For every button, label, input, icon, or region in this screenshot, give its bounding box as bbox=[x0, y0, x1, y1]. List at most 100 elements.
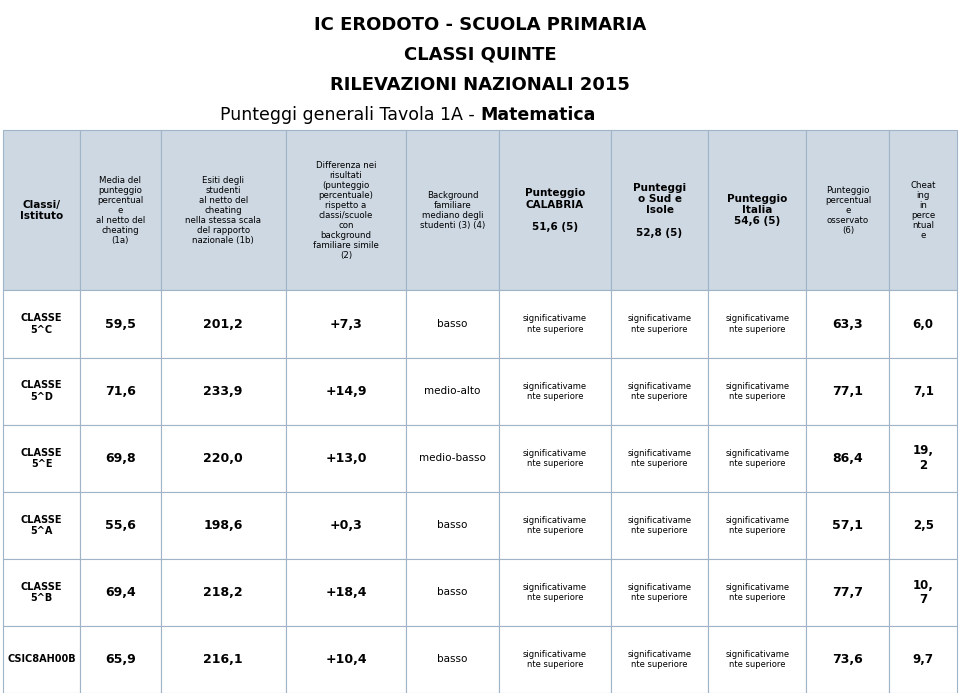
Text: significativame
nte superiore: significativame nte superiore bbox=[628, 382, 691, 401]
Bar bbox=[406, 290, 499, 358]
Text: CLASSE
5^A: CLASSE 5^A bbox=[21, 515, 62, 536]
Text: 6,0: 6,0 bbox=[913, 317, 934, 331]
Bar bbox=[611, 290, 708, 358]
Text: 63,3: 63,3 bbox=[832, 317, 863, 331]
Bar bbox=[160, 559, 286, 626]
Bar bbox=[611, 358, 708, 425]
Bar bbox=[81, 290, 160, 358]
Bar bbox=[3, 492, 81, 559]
Text: Background
familiare
mediano degli
studenti (3) (4): Background familiare mediano degli stude… bbox=[420, 191, 485, 230]
Bar bbox=[286, 358, 406, 425]
Text: +0,3: +0,3 bbox=[329, 519, 362, 532]
Bar bbox=[160, 626, 286, 693]
Text: CLASSE
5^B: CLASSE 5^B bbox=[21, 581, 62, 603]
Bar bbox=[81, 358, 160, 425]
Bar bbox=[499, 492, 611, 559]
Bar bbox=[406, 358, 499, 425]
Text: 77,7: 77,7 bbox=[832, 586, 863, 599]
Text: significativame
nte superiore: significativame nte superiore bbox=[628, 448, 691, 468]
Bar bbox=[499, 425, 611, 492]
Bar bbox=[81, 130, 160, 290]
Text: Esiti degli
studenti
al netto del
cheating
nella stessa scala
del rapporto
nazio: Esiti degli studenti al netto del cheati… bbox=[185, 175, 261, 245]
Text: +7,3: +7,3 bbox=[329, 317, 362, 331]
Text: 77,1: 77,1 bbox=[832, 385, 863, 398]
Bar bbox=[499, 559, 611, 626]
Bar bbox=[806, 559, 890, 626]
Bar bbox=[406, 559, 499, 626]
Text: 9,7: 9,7 bbox=[913, 653, 934, 666]
Text: significativame
nte superiore: significativame nte superiore bbox=[628, 650, 691, 669]
Text: 198,6: 198,6 bbox=[204, 519, 243, 532]
Bar bbox=[406, 626, 499, 693]
Bar bbox=[81, 559, 160, 626]
Text: Punteggi
o Sud e
Isole

52,8 (5): Punteggi o Sud e Isole 52,8 (5) bbox=[633, 183, 686, 238]
Text: 7,1: 7,1 bbox=[913, 385, 934, 398]
Bar bbox=[708, 130, 806, 290]
Bar bbox=[708, 492, 806, 559]
Text: significativame
nte superiore: significativame nte superiore bbox=[628, 315, 691, 333]
Bar bbox=[286, 130, 406, 290]
Text: 69,4: 69,4 bbox=[105, 586, 135, 599]
Text: +13,0: +13,0 bbox=[325, 452, 367, 465]
Bar bbox=[890, 559, 957, 626]
Text: basso: basso bbox=[438, 319, 468, 329]
Bar bbox=[286, 290, 406, 358]
Text: significativame
nte superiore: significativame nte superiore bbox=[523, 382, 587, 401]
Bar bbox=[499, 626, 611, 693]
Bar bbox=[3, 290, 81, 358]
Text: 69,8: 69,8 bbox=[105, 452, 135, 465]
Text: significativame
nte superiore: significativame nte superiore bbox=[726, 516, 789, 535]
Bar bbox=[406, 492, 499, 559]
Bar bbox=[3, 559, 81, 626]
Bar bbox=[806, 290, 890, 358]
Text: Cheat
ing
in
perce
ntual
e: Cheat ing in perce ntual e bbox=[910, 181, 936, 240]
Text: +14,9: +14,9 bbox=[325, 385, 367, 398]
Text: RILEVAZIONI NAZIONALI 2015: RILEVAZIONI NAZIONALI 2015 bbox=[330, 76, 630, 94]
Text: significativame
nte superiore: significativame nte superiore bbox=[726, 448, 789, 468]
Text: 218,2: 218,2 bbox=[204, 586, 243, 599]
Text: IC ERODOTO - SCUOLA PRIMARIA: IC ERODOTO - SCUOLA PRIMARIA bbox=[314, 16, 646, 34]
Bar bbox=[708, 358, 806, 425]
Bar bbox=[806, 358, 890, 425]
Text: significativame
nte superiore: significativame nte superiore bbox=[628, 583, 691, 602]
Bar bbox=[160, 425, 286, 492]
Text: Punteggio
CALABRIA

51,6 (5): Punteggio CALABRIA 51,6 (5) bbox=[525, 188, 585, 232]
Text: basso: basso bbox=[438, 654, 468, 665]
Text: +18,4: +18,4 bbox=[325, 586, 367, 599]
Text: Media del
punteggio
percentual
e
al netto del
cheating
(1a): Media del punteggio percentual e al nett… bbox=[96, 175, 145, 245]
Bar bbox=[611, 626, 708, 693]
Bar bbox=[611, 559, 708, 626]
Text: 2,5: 2,5 bbox=[913, 519, 934, 532]
Text: 59,5: 59,5 bbox=[105, 317, 136, 331]
Text: medio-alto: medio-alto bbox=[424, 386, 481, 396]
Text: +10,4: +10,4 bbox=[325, 653, 367, 666]
Text: 216,1: 216,1 bbox=[204, 653, 243, 666]
Bar bbox=[406, 130, 499, 290]
Text: significativame
nte superiore: significativame nte superiore bbox=[523, 516, 587, 535]
Text: 220,0: 220,0 bbox=[204, 452, 243, 465]
Bar bbox=[81, 626, 160, 693]
Bar bbox=[708, 425, 806, 492]
Bar bbox=[499, 130, 611, 290]
Bar bbox=[806, 425, 890, 492]
Text: Classi/
Istituto: Classi/ Istituto bbox=[20, 200, 63, 221]
Text: Matematica: Matematica bbox=[480, 106, 595, 124]
Text: significativame
nte superiore: significativame nte superiore bbox=[726, 650, 789, 669]
Text: significativame
nte superiore: significativame nte superiore bbox=[523, 583, 587, 602]
Bar bbox=[611, 425, 708, 492]
Text: Punteggi generali Tavola 1A -: Punteggi generali Tavola 1A - bbox=[220, 106, 480, 124]
Bar bbox=[160, 130, 286, 290]
Bar bbox=[286, 492, 406, 559]
Text: Punteggio
Italia
54,6 (5): Punteggio Italia 54,6 (5) bbox=[728, 194, 787, 227]
Text: basso: basso bbox=[438, 520, 468, 530]
Text: CLASSE
5^D: CLASSE 5^D bbox=[21, 380, 62, 402]
Bar bbox=[81, 492, 160, 559]
Text: significativame
nte superiore: significativame nte superiore bbox=[628, 516, 691, 535]
Text: 71,6: 71,6 bbox=[105, 385, 136, 398]
Bar bbox=[806, 130, 890, 290]
Bar bbox=[611, 492, 708, 559]
Text: CLASSE
5^C: CLASSE 5^C bbox=[21, 313, 62, 335]
Text: Punteggio
percentual
e
osservato
(6): Punteggio percentual e osservato (6) bbox=[825, 186, 871, 235]
Text: significativame
nte superiore: significativame nte superiore bbox=[726, 382, 789, 401]
Bar bbox=[890, 425, 957, 492]
